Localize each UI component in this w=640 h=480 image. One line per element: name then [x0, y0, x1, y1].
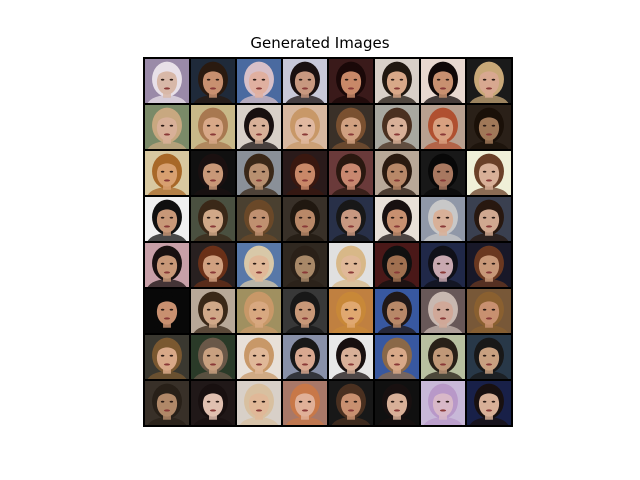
generated-face-tile: [329, 59, 373, 103]
generated-face-tile: [421, 105, 465, 149]
generated-face-tile: [329, 105, 373, 149]
generated-face-tile: [191, 243, 235, 287]
generated-face-tile: [467, 381, 511, 425]
generated-face-tile: [283, 151, 327, 195]
generated-face-tile: [375, 151, 419, 195]
generated-face-tile: [283, 105, 327, 149]
generated-face-tile: [145, 381, 189, 425]
generated-face-tile: [329, 381, 373, 425]
generated-face-tile: [191, 197, 235, 241]
generated-face-tile: [329, 151, 373, 195]
generated-face-tile: [421, 381, 465, 425]
generated-face-tile: [283, 197, 327, 241]
generated-face-tile: [191, 289, 235, 333]
generated-face-tile: [329, 335, 373, 379]
generated-face-tile: [237, 197, 281, 241]
generated-face-tile: [329, 243, 373, 287]
generated-face-tile: [467, 243, 511, 287]
generated-face-tile: [237, 105, 281, 149]
generated-face-tile: [237, 289, 281, 333]
generated-face-tile: [283, 289, 327, 333]
generated-face-tile: [145, 59, 189, 103]
generated-face-tile: [375, 59, 419, 103]
generated-face-tile: [191, 151, 235, 195]
generated-face-tile: [421, 197, 465, 241]
generated-face-tile: [191, 381, 235, 425]
generated-face-tile: [421, 335, 465, 379]
generated-face-tile: [467, 105, 511, 149]
generated-face-tile: [145, 243, 189, 287]
generated-face-tile: [191, 335, 235, 379]
generated-face-tile: [145, 289, 189, 333]
generated-face-tile: [375, 105, 419, 149]
generated-face-tile: [283, 381, 327, 425]
generated-face-tile: [467, 197, 511, 241]
generated-face-tile: [145, 151, 189, 195]
figure-title: Generated Images: [250, 34, 390, 52]
generated-face-tile: [467, 151, 511, 195]
generated-face-tile: [421, 243, 465, 287]
generated-face-tile: [375, 243, 419, 287]
generated-face-tile: [375, 381, 419, 425]
generated-face-tile: [145, 105, 189, 149]
generated-face-tile: [237, 59, 281, 103]
image-grid: [145, 59, 511, 425]
generated-face-tile: [421, 289, 465, 333]
generated-face-tile: [375, 335, 419, 379]
generated-face-tile: [145, 335, 189, 379]
generated-face-tile: [237, 381, 281, 425]
generated-face-tile: [375, 197, 419, 241]
image-grid-frame: [143, 57, 513, 427]
generated-face-tile: [191, 105, 235, 149]
generated-face-tile: [329, 289, 373, 333]
generated-face-tile: [421, 59, 465, 103]
generated-face-tile: [467, 59, 511, 103]
generated-face-tile: [145, 197, 189, 241]
generated-face-tile: [467, 335, 511, 379]
generated-face-tile: [283, 59, 327, 103]
generated-face-tile: [191, 59, 235, 103]
generated-face-tile: [237, 335, 281, 379]
generated-face-tile: [421, 151, 465, 195]
generated-face-tile: [375, 289, 419, 333]
generated-face-tile: [283, 335, 327, 379]
generated-face-tile: [237, 243, 281, 287]
generated-face-tile: [237, 151, 281, 195]
generated-face-tile: [283, 243, 327, 287]
generated-face-tile: [467, 289, 511, 333]
generated-face-tile: [329, 197, 373, 241]
